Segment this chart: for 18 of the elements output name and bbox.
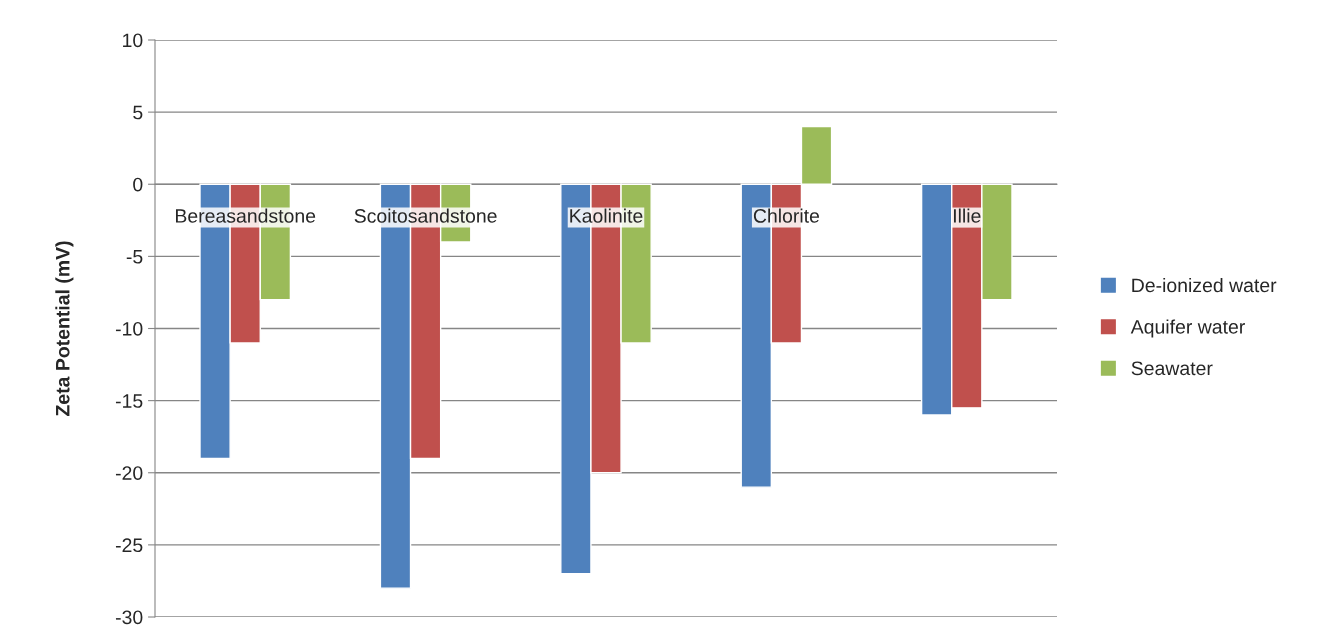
y-tick-label: -10 bbox=[115, 321, 143, 336]
y-tick-label: -30 bbox=[115, 610, 143, 625]
y-axis-title: Zeta Potential (mV) bbox=[55, 241, 74, 416]
x-tick-label: Bereasandstone bbox=[175, 208, 316, 223]
y-tick-label: 5 bbox=[133, 105, 143, 120]
y-tick-label: -15 bbox=[115, 394, 143, 408]
x-tick-label: Illie bbox=[954, 208, 981, 223]
y-tick-label: -20 bbox=[115, 466, 143, 480]
y-tick-label: 0 bbox=[133, 177, 143, 192]
legend-label: Aquifer water bbox=[1130, 319, 1245, 338]
x-tick-label: Kaolinite bbox=[570, 208, 643, 223]
legend-label: De-ionized water bbox=[1132, 277, 1277, 293]
y-tick-label: 10 bbox=[123, 33, 143, 48]
y-tick-label: -25 bbox=[115, 538, 143, 553]
x-tick-label: Scoitosandstone bbox=[354, 208, 497, 223]
y-tick-label: -5 bbox=[126, 250, 143, 264]
x-tick-label: Chlorite bbox=[753, 208, 820, 223]
legend-label: Seawater bbox=[1131, 361, 1213, 376]
